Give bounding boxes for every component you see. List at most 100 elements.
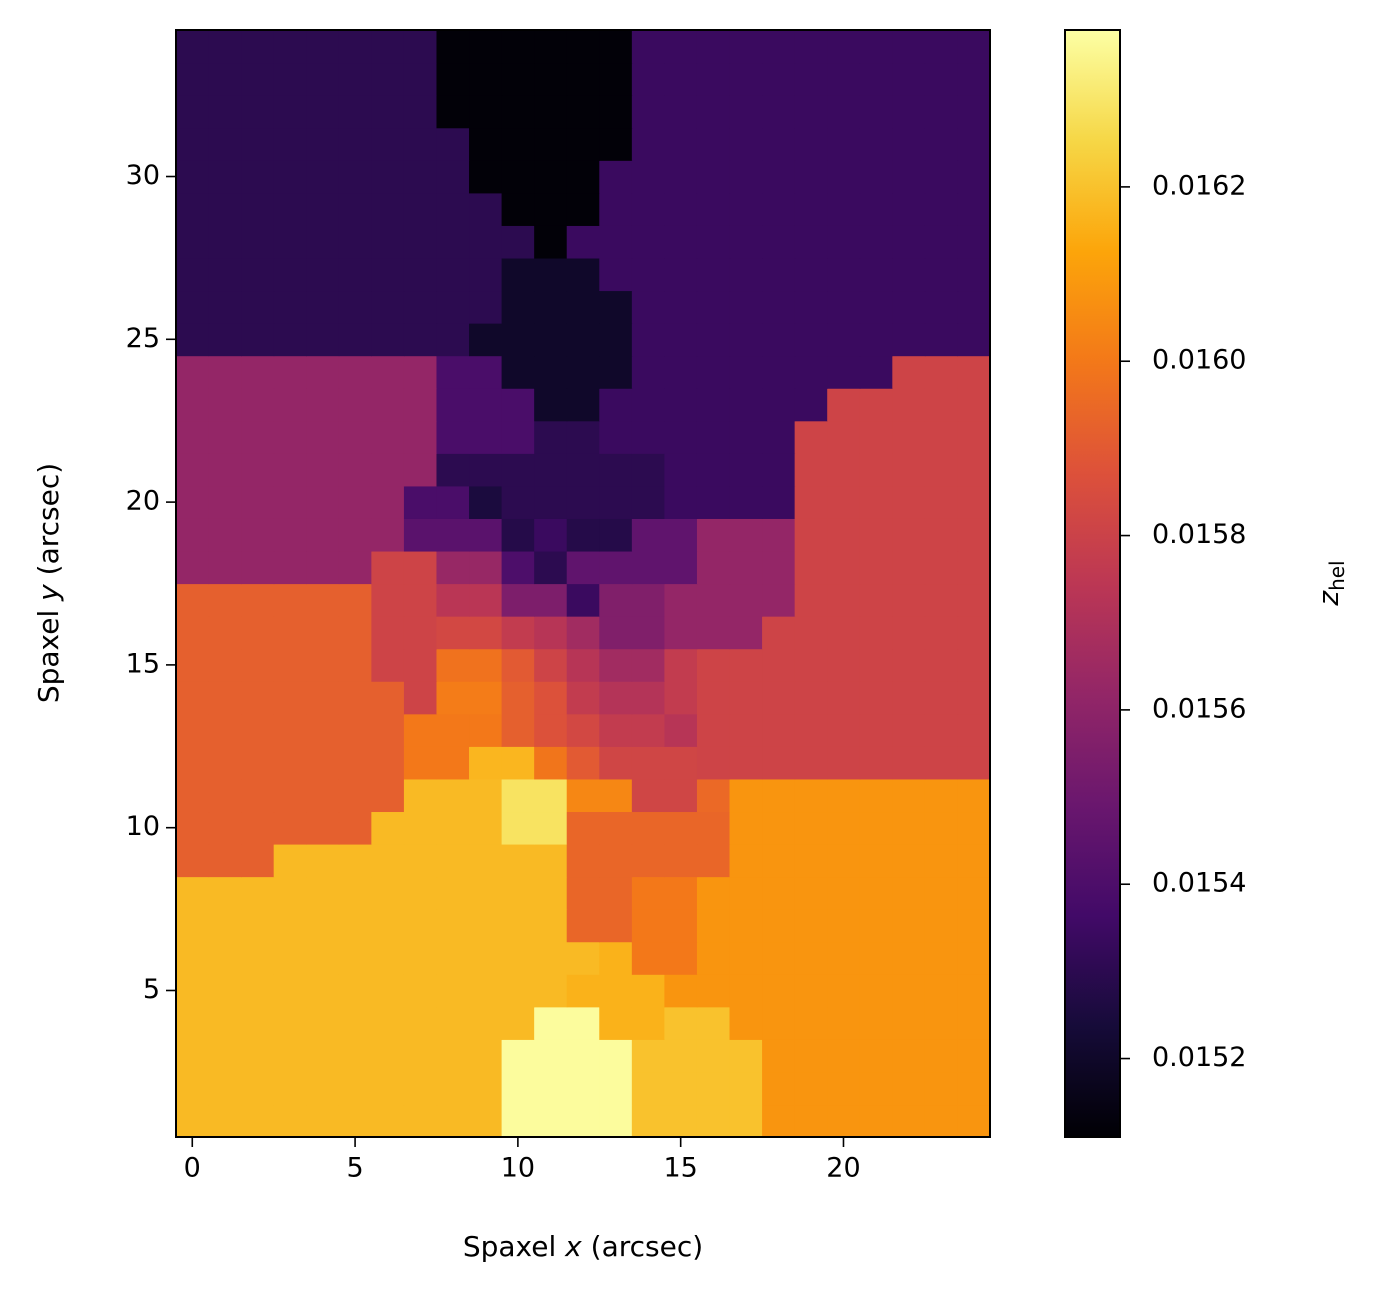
heatmap-cell xyxy=(501,485,535,519)
heatmap-cell xyxy=(859,583,893,617)
heatmap-cell xyxy=(403,1006,438,1040)
heatmap-cell xyxy=(436,192,470,226)
heatmap-cell xyxy=(794,746,828,780)
heatmap-cell xyxy=(696,974,731,1008)
heatmap-cell xyxy=(924,290,959,324)
heatmap-cell xyxy=(534,30,568,64)
heatmap-cell xyxy=(729,876,763,910)
heatmap-cell xyxy=(664,1039,698,1073)
heatmap-cell xyxy=(599,811,633,845)
heatmap-cell xyxy=(762,746,796,780)
heatmap-cell xyxy=(306,811,340,845)
heatmap-cell xyxy=(599,681,633,715)
heatmap-cell xyxy=(371,713,405,747)
heatmap-cell xyxy=(273,876,307,910)
heatmap-cell xyxy=(534,355,568,389)
heatmap-cell xyxy=(241,713,275,747)
heatmap-cell xyxy=(403,62,438,96)
x-axis-label-part: (arcsec) xyxy=(582,1230,703,1263)
heatmap-cell xyxy=(696,420,731,454)
heatmap-cell xyxy=(306,1006,340,1040)
heatmap-cell xyxy=(892,453,926,487)
heatmap-cell xyxy=(403,290,438,324)
heatmap-cell xyxy=(599,909,633,943)
heatmap-cell xyxy=(664,909,698,943)
heatmap-cell xyxy=(664,746,698,780)
heatmap-cell xyxy=(273,616,307,650)
heatmap-cell xyxy=(403,192,438,226)
heatmap-cell xyxy=(859,485,893,519)
heatmap-cell xyxy=(338,909,372,943)
heatmap-cell xyxy=(762,713,796,747)
heatmap-cell xyxy=(566,713,600,747)
heatmap-cell xyxy=(273,160,307,194)
heatmap-cell xyxy=(241,62,275,96)
heatmap-cell xyxy=(208,616,242,650)
heatmap-cell xyxy=(469,1071,503,1106)
heatmap-cell xyxy=(241,778,275,813)
heatmap-cell xyxy=(664,388,698,422)
heatmap-cell xyxy=(176,974,210,1008)
heatmap-cell xyxy=(729,616,763,650)
heatmap-cell xyxy=(306,843,340,878)
heatmap-cell xyxy=(338,420,372,454)
heatmap-cell xyxy=(762,616,796,650)
heatmap-cell xyxy=(306,1104,340,1138)
heatmap-cell xyxy=(273,485,307,519)
heatmap-cell xyxy=(729,941,763,975)
heatmap-cell xyxy=(338,95,372,129)
heatmap-cell xyxy=(729,160,763,194)
heatmap-cell xyxy=(436,1006,470,1040)
heatmap-cell xyxy=(436,583,470,617)
heatmap-cell xyxy=(501,681,535,715)
heatmap-cell xyxy=(241,518,275,552)
heatmap-cell xyxy=(696,453,731,487)
heatmap-cell xyxy=(176,323,210,357)
heatmap-cell xyxy=(827,257,861,292)
heatmap-cell xyxy=(827,583,861,617)
heatmap-cell xyxy=(631,95,665,129)
heatmap-cell xyxy=(306,746,340,780)
heatmap-cell xyxy=(371,485,405,519)
heatmap-cell xyxy=(436,1104,470,1138)
heatmap-cell xyxy=(631,681,665,715)
heatmap-cell xyxy=(664,290,698,324)
heatmap-cell xyxy=(859,843,893,878)
heatmap-cell xyxy=(208,1071,242,1106)
heatmap-cell xyxy=(924,583,959,617)
heatmap-cell xyxy=(273,30,307,64)
heatmap-cell xyxy=(436,648,470,682)
heatmap-cell xyxy=(273,778,307,813)
heatmap-cell xyxy=(436,257,470,292)
heatmap-cell xyxy=(631,648,665,682)
heatmap-cell xyxy=(273,1039,307,1073)
heatmap-cell xyxy=(631,160,665,194)
heatmap-cell xyxy=(436,713,470,747)
y-tick-label: 15 xyxy=(126,648,160,679)
heatmap-cell xyxy=(436,746,470,780)
heatmap-cell xyxy=(501,843,535,878)
heatmap-cell xyxy=(924,843,959,878)
heatmap-cell xyxy=(924,453,959,487)
heatmap-cell xyxy=(957,1071,991,1106)
heatmap-cell xyxy=(794,876,828,910)
heatmap-cell xyxy=(729,974,763,1008)
heatmap-cell xyxy=(501,388,535,422)
heatmap-cell xyxy=(762,518,796,552)
colorbar-tick-label: 0.0156 xyxy=(1152,693,1246,724)
heatmap-cell xyxy=(306,616,340,650)
heatmap-cell xyxy=(664,225,698,259)
heatmap-cell xyxy=(762,485,796,519)
heatmap-cell xyxy=(631,974,665,1008)
heatmap-cell xyxy=(957,62,991,96)
heatmap-cell xyxy=(729,1104,763,1138)
heatmap-cell xyxy=(859,388,893,422)
heatmap-cell xyxy=(924,192,959,226)
heatmap-cell xyxy=(827,453,861,487)
heatmap-cell xyxy=(924,1104,959,1138)
heatmap-cell xyxy=(859,876,893,910)
heatmap-cell xyxy=(631,420,665,454)
heatmap-cell xyxy=(338,453,372,487)
heatmap-cell xyxy=(924,355,959,389)
heatmap-cell xyxy=(273,388,307,422)
